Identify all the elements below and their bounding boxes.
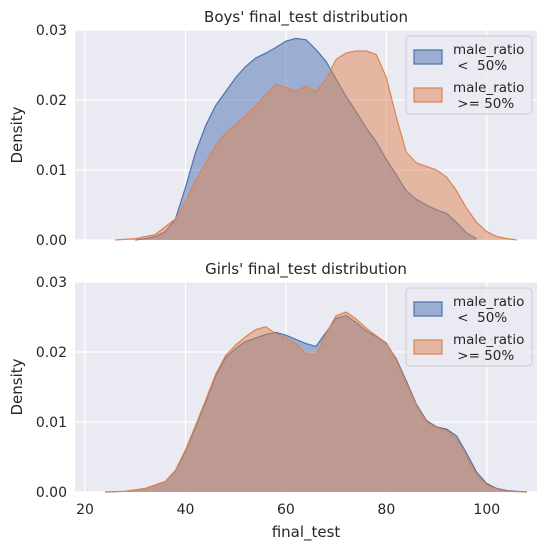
boys-series-1-line [115, 50, 517, 241]
girls-legend-label-0-line1: male_ratio [453, 294, 524, 310]
girls-chart-title: Girls' final_test distribution [205, 260, 407, 279]
girls-series-1-area [105, 312, 527, 492]
girls-x-ticks: 20 40 60 80 100 [76, 502, 500, 518]
girls-chart-panel: Girls' final_test distribution 0.000.010… [8, 260, 537, 542]
girls-ytick-label: 0.01 [36, 415, 67, 431]
girls-series-areas [105, 311, 528, 493]
girls-x-axis-title: final_test [272, 523, 341, 542]
girls-legend-swatch-1 [413, 339, 443, 355]
girls-ytick-label: 0.00 [36, 485, 67, 501]
boys-ytick-label: 0.03 [36, 23, 67, 39]
girls-y-ticks: 0.00 0.01 0.02 0.03 [36, 275, 67, 501]
girls-xtick-label: 20 [76, 502, 94, 518]
girls-ytick-label: 0.03 [36, 275, 67, 291]
girls-legend-label-1-line1: male_ratio [453, 332, 524, 348]
boys-series-1-area [115, 51, 517, 240]
girls-ytick-label: 0.02 [36, 345, 67, 361]
boys-y-ticks: 0.00 0.01 0.02 0.03 [36, 23, 67, 249]
boys-legend-label-1-line1: male_ratio [453, 80, 524, 96]
girls-series-1-line [105, 311, 527, 493]
girls-legend-label-1-line2: >= 50% [453, 348, 514, 364]
boys-chart-panel: Boys' final_test distribution 0.000.010.… [8, 8, 537, 249]
boys-ytick-label: 0.02 [36, 93, 67, 109]
girls-xtick-label: 40 [177, 502, 195, 518]
boys-legend-label-1-line2: >= 50% [453, 96, 514, 112]
boys-legend-swatch-0 [413, 49, 443, 65]
boys-legend-swatch-1 [413, 87, 443, 103]
boys-ytick-label: 0.00 [36, 233, 67, 249]
girls-xtick-label: 60 [277, 502, 295, 518]
boys-ytick-label: 0.01 [36, 163, 67, 179]
girls-y-axis-title: Density [8, 358, 26, 415]
girls-xtick-label: 100 [473, 502, 500, 518]
boys-legend-label-0-line1: male_ratio [453, 42, 524, 58]
girls-legend-label-0-line2: < 50% [453, 310, 507, 326]
girls-legend: male_ratio < 50%male_ratio >= 50% [405, 287, 533, 367]
girls-xtick-label: 80 [377, 502, 395, 518]
boys-legend-label-0-line2: < 50% [453, 58, 507, 74]
boys-series-areas [115, 37, 517, 241]
boys-y-axis-title: Density [8, 106, 26, 163]
boys-legend: male_ratio < 50%male_ratio >= 50% [405, 35, 533, 115]
girls-legend-swatch-0 [413, 301, 443, 317]
boys-chart-title: Boys' final_test distribution [204, 8, 408, 27]
